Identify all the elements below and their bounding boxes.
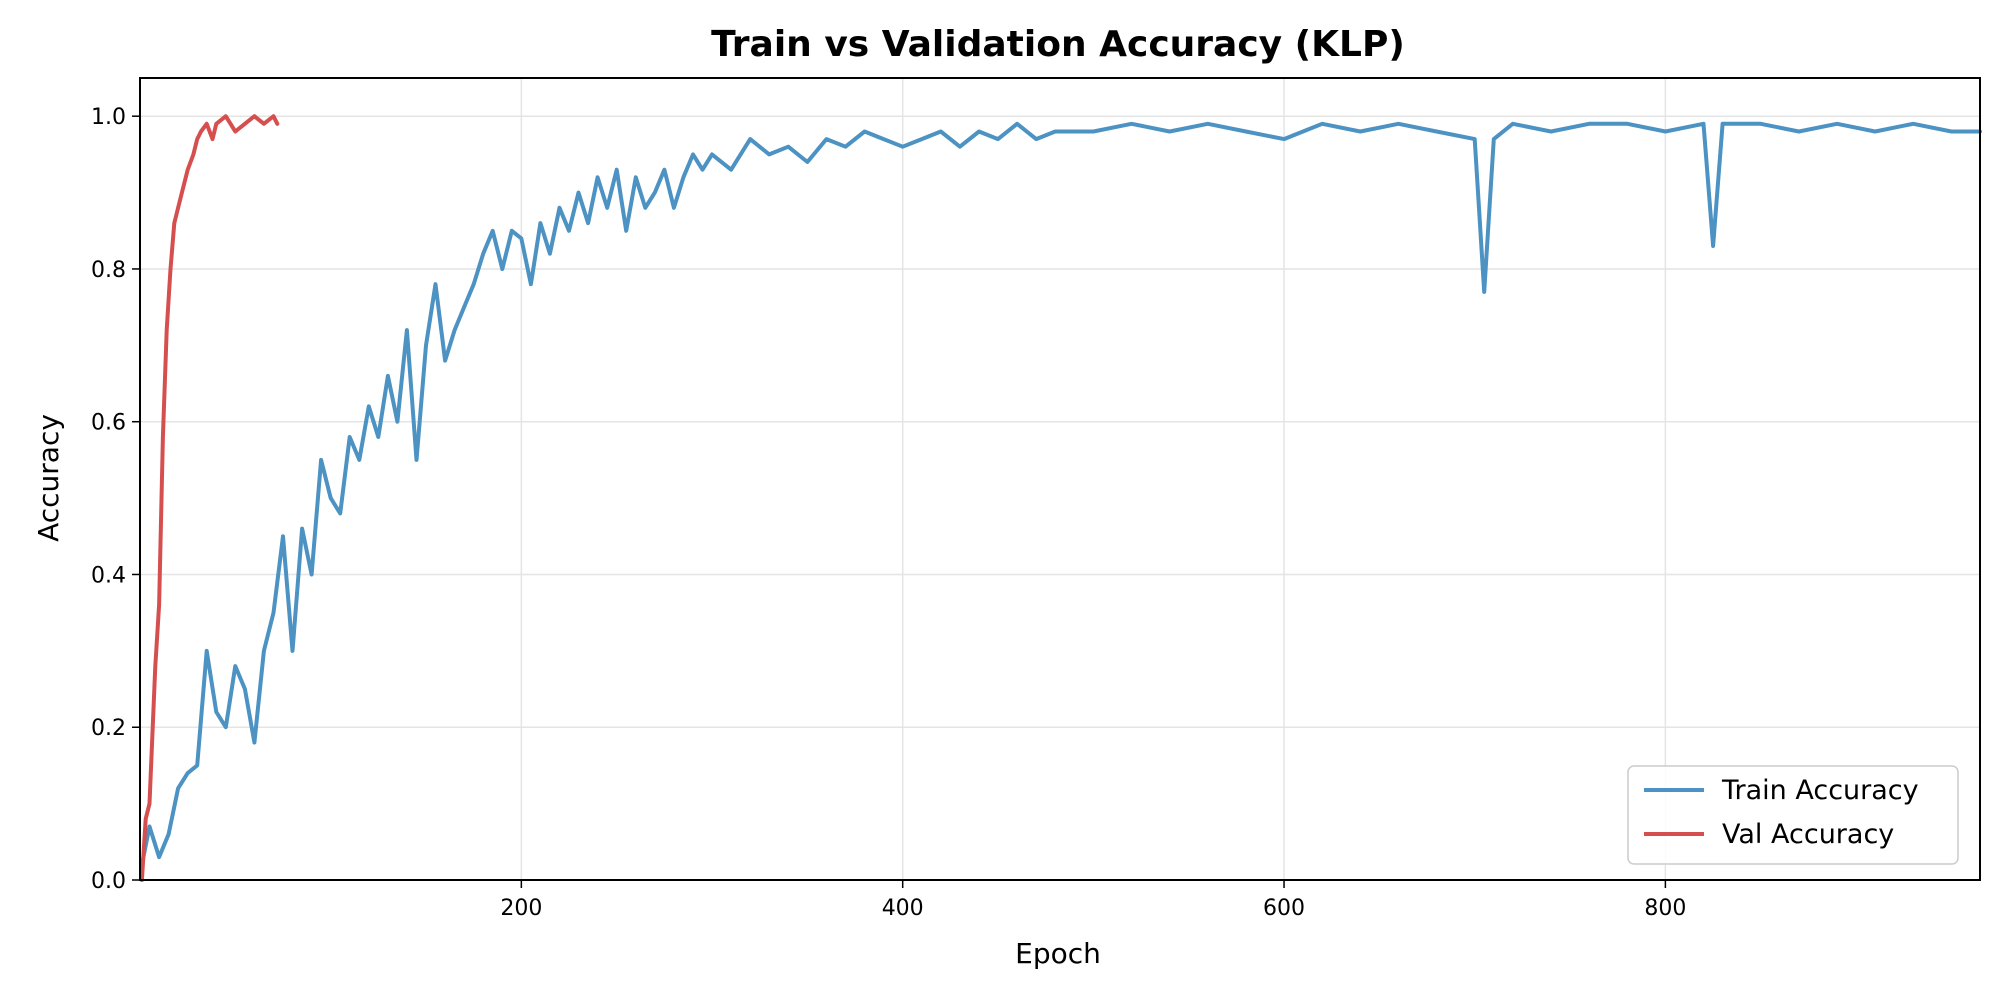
y-tick-label: 0.0	[91, 869, 126, 894]
chart-title: Train vs Validation Accuracy (KLP)	[711, 24, 1405, 65]
x-axis-label: Epoch	[1015, 937, 1101, 970]
y-tick-label: 1.0	[91, 105, 126, 130]
y-tick-label: 0.8	[91, 258, 126, 283]
x-tick-label: 400	[882, 896, 924, 921]
legend-label-train: Train Accuracy	[1721, 775, 1919, 806]
series-line-val	[139, 114, 280, 882]
series-line-train	[139, 121, 1982, 867]
legend: Train Accuracy Val Accuracy	[1627, 765, 1959, 865]
y-axis-label: Accuracy	[32, 414, 65, 542]
legend-label-val: Val Accuracy	[1722, 819, 1894, 850]
axis-ticks: 200 400 600 800 0.0 0.2 0.4 0.6 0.8 1.0	[91, 105, 1686, 921]
y-tick-label: 0.2	[91, 716, 126, 741]
grid-lines	[140, 78, 1980, 881]
y-tick-label: 0.6	[91, 411, 126, 436]
x-tick-label: 200	[500, 896, 542, 921]
x-tick-label: 800	[1644, 896, 1686, 921]
series-lines	[139, 114, 1982, 882]
y-tick-label: 0.4	[91, 563, 126, 588]
plot-frame	[139, 77, 1981, 881]
legend-box	[1627, 765, 1959, 865]
x-tick-label: 600	[1263, 896, 1305, 921]
